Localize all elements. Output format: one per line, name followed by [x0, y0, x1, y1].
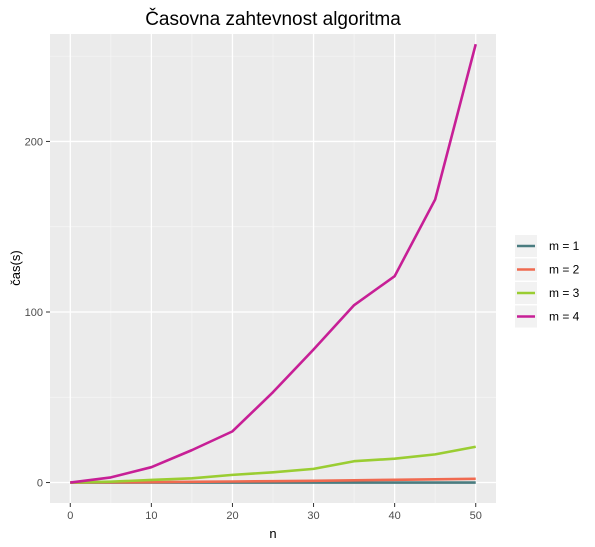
y-tick-label: 200	[25, 136, 43, 148]
legend-label-m1: m = 1	[549, 239, 580, 253]
legend-label-m2: m = 2	[549, 263, 580, 277]
x-tick-label: 40	[389, 510, 401, 522]
series-line-m4	[70, 43, 477, 484]
legend-label-m3: m = 3	[549, 286, 580, 300]
legend: m = 1 m = 2 m = 3 m = 4	[515, 235, 580, 328]
series-line-m2	[70, 477, 476, 484]
series-lines	[70, 43, 477, 484]
x-tick-label: 0	[67, 510, 73, 522]
y-tick-label: 100	[25, 307, 43, 319]
x-tick-label: 30	[307, 510, 319, 522]
x-tick-label: 20	[226, 510, 238, 522]
y-axis-title: čas(s)	[8, 250, 23, 285]
x-tick-label: 50	[470, 510, 482, 522]
y-tick-label: 0	[37, 478, 43, 490]
x-axis-title: n	[269, 526, 276, 541]
x-axis-ticks: 0 10 20 30 40 50	[67, 503, 482, 522]
series-line-m3	[70, 445, 476, 484]
chart-title: Časovna zahtevnost algoritma	[145, 8, 401, 30]
x-tick-label: 10	[145, 510, 157, 522]
legend-label-m4: m = 4	[549, 310, 580, 324]
y-axis-ticks: 0 100 200	[25, 136, 50, 490]
